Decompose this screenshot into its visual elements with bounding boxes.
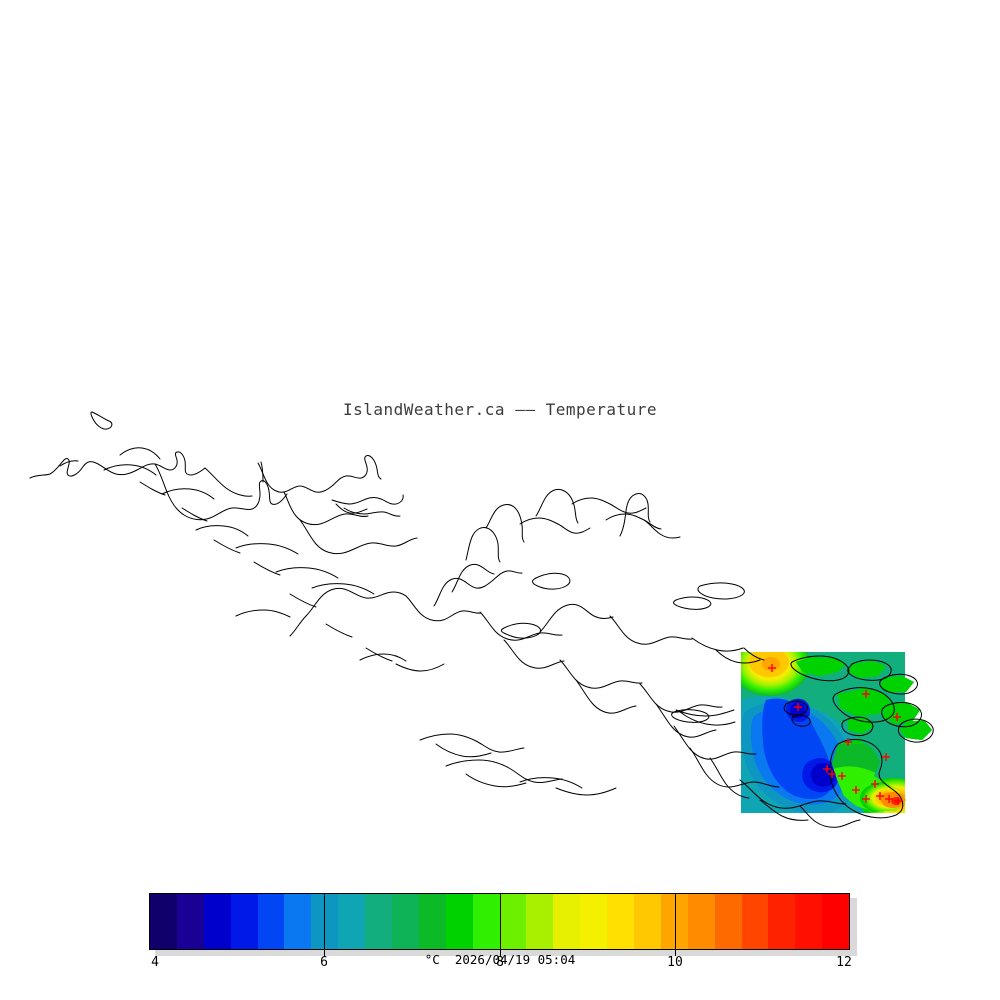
colorbar-swatch [176,894,204,949]
colorbar-swatch [580,894,608,949]
page-title: IslandWeather.ca —— Temperature [342,400,658,419]
colorbar-swatch [203,894,231,949]
colorbar-swatch [284,894,312,949]
colorbar-swatches[interactable] [149,893,850,950]
colorbar-swatch [660,894,688,949]
coastline [29,411,934,828]
colorbar-swatch [445,894,473,949]
colorbar-caption: °C 2026/04/19 05:04 [424,952,576,967]
colorbar-swatch [392,894,419,949]
colorbar[interactable]: 4 6 8 10 12 °C 2026/04/19 05:04 [0,880,1000,980]
colorbar-swatch [418,894,446,949]
colorbar-swatch [311,894,339,949]
colorbar-swatch [822,894,850,949]
colorbar-swatch [230,894,258,949]
colorbar-swatch [338,894,366,949]
colorbar-swatch [795,894,823,949]
colorbar-swatch [553,894,581,949]
colorbar-swatch [526,894,554,949]
colorbar-swatch [768,894,796,949]
colorbar-swatch [150,894,177,949]
colorbar-swatch [607,894,635,949]
colorbar-swatch [499,894,527,949]
colorbar-swatch [257,894,285,949]
colorbar-swatch [687,894,715,949]
station-markers [768,664,902,805]
colorbar-swatch [714,894,742,949]
colorbar-swatch [634,894,661,949]
colorbar-swatch [472,894,500,949]
colorbar-swatch [741,894,769,949]
colorbar-swatch [365,894,393,949]
